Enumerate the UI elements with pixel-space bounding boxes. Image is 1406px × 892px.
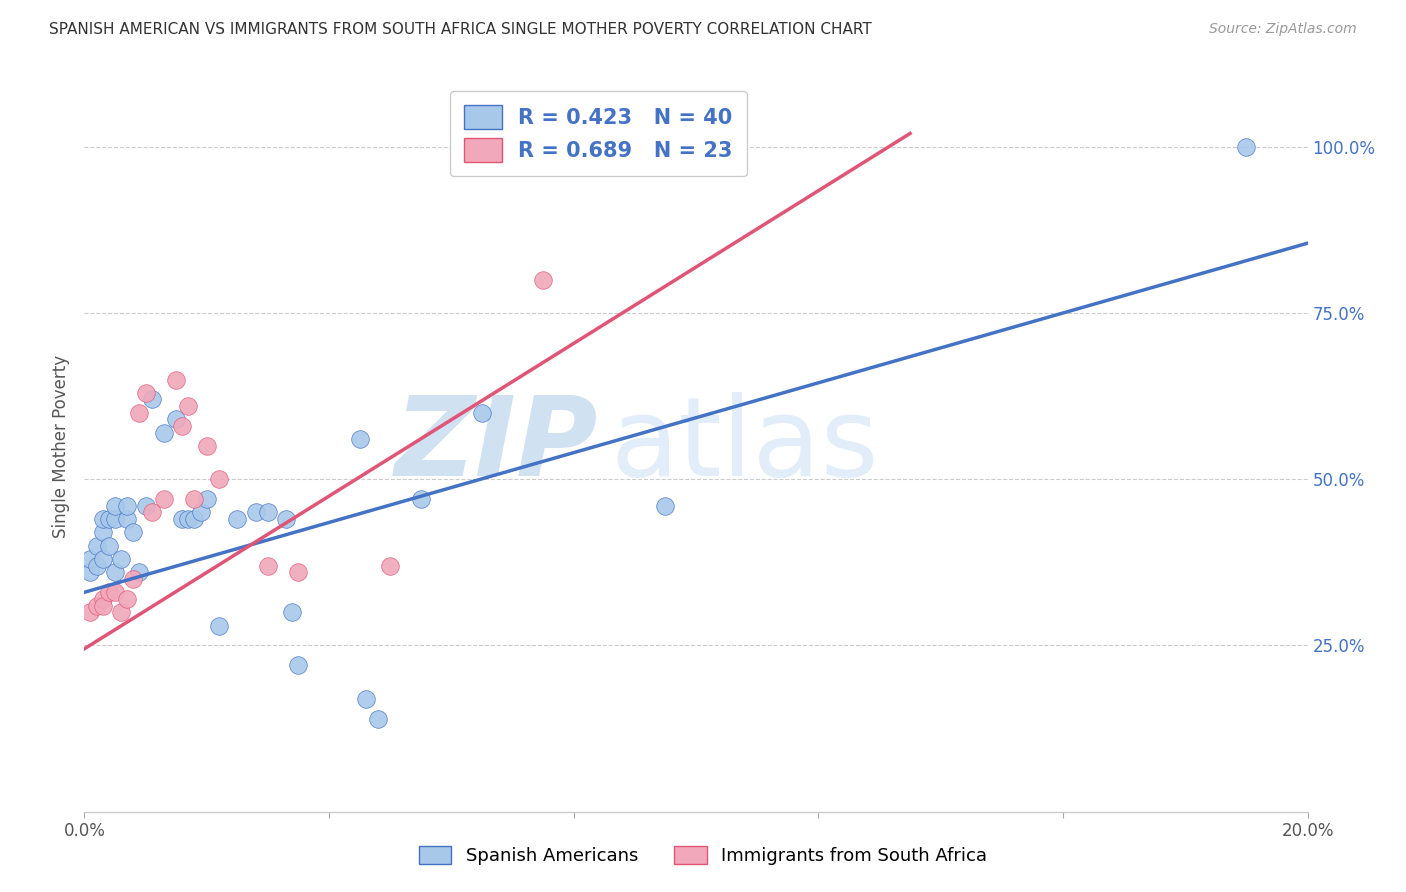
Point	[190, 506, 212, 520]
Text: atlas: atlas	[610, 392, 879, 500]
Point	[115, 499, 138, 513]
Point	[172, 419, 194, 434]
Point	[79, 552, 101, 566]
Text: SPANISH AMERICAN VS IMMIGRANTS FROM SOUTH AFRICA SINGLE MOTHER POVERTY CORRELATI: SPANISH AMERICAN VS IMMIGRANTS FROM SOUT…	[49, 22, 872, 37]
Point	[97, 512, 120, 526]
Point	[128, 406, 150, 420]
Point	[79, 605, 101, 619]
Point	[471, 406, 494, 420]
Text: ZIP: ZIP	[395, 392, 598, 500]
Point	[104, 499, 127, 513]
Point	[281, 605, 304, 619]
Text: Source: ZipAtlas.com: Source: ZipAtlas.com	[1209, 22, 1357, 37]
Point	[409, 492, 432, 507]
Point	[1236, 140, 1258, 154]
Point	[135, 499, 157, 513]
Point	[177, 512, 200, 526]
Point	[349, 433, 371, 447]
Point	[86, 539, 108, 553]
Point	[195, 492, 218, 507]
Point	[276, 512, 298, 526]
Point	[287, 566, 309, 580]
Point	[531, 273, 554, 287]
Point	[128, 566, 150, 580]
Point	[654, 499, 676, 513]
Point	[97, 585, 120, 599]
Point	[172, 512, 194, 526]
Point	[257, 558, 280, 573]
Point	[208, 472, 231, 486]
Point	[177, 399, 200, 413]
Point	[165, 372, 187, 386]
Point	[122, 525, 145, 540]
Legend: R = 0.423   N = 40, R = 0.689   N = 23: R = 0.423 N = 40, R = 0.689 N = 23	[450, 91, 747, 177]
Point	[122, 572, 145, 586]
Point	[104, 512, 127, 526]
Point	[110, 552, 132, 566]
Point	[287, 658, 309, 673]
Point	[165, 412, 187, 426]
Point	[79, 566, 101, 580]
Point	[86, 558, 108, 573]
Point	[208, 618, 231, 632]
Point	[183, 512, 205, 526]
Point	[91, 525, 114, 540]
Point	[91, 599, 114, 613]
Point	[153, 425, 176, 440]
Y-axis label: Single Mother Poverty: Single Mother Poverty	[52, 354, 70, 538]
Point	[104, 566, 127, 580]
Point	[257, 506, 280, 520]
Point	[110, 605, 132, 619]
Point	[354, 691, 377, 706]
Point	[115, 512, 138, 526]
Point	[135, 385, 157, 400]
Point	[367, 712, 389, 726]
Point	[141, 506, 163, 520]
Point	[104, 585, 127, 599]
Point	[245, 506, 267, 520]
Point	[141, 392, 163, 407]
Point	[91, 591, 114, 606]
Point	[91, 512, 114, 526]
Point	[153, 492, 176, 507]
Point	[195, 439, 218, 453]
Point	[226, 512, 249, 526]
Point	[115, 591, 138, 606]
Legend: Spanish Americans, Immigrants from South Africa: Spanish Americans, Immigrants from South…	[409, 837, 997, 874]
Point	[380, 558, 402, 573]
Point	[97, 539, 120, 553]
Point	[86, 599, 108, 613]
Point	[183, 492, 205, 507]
Point	[91, 552, 114, 566]
